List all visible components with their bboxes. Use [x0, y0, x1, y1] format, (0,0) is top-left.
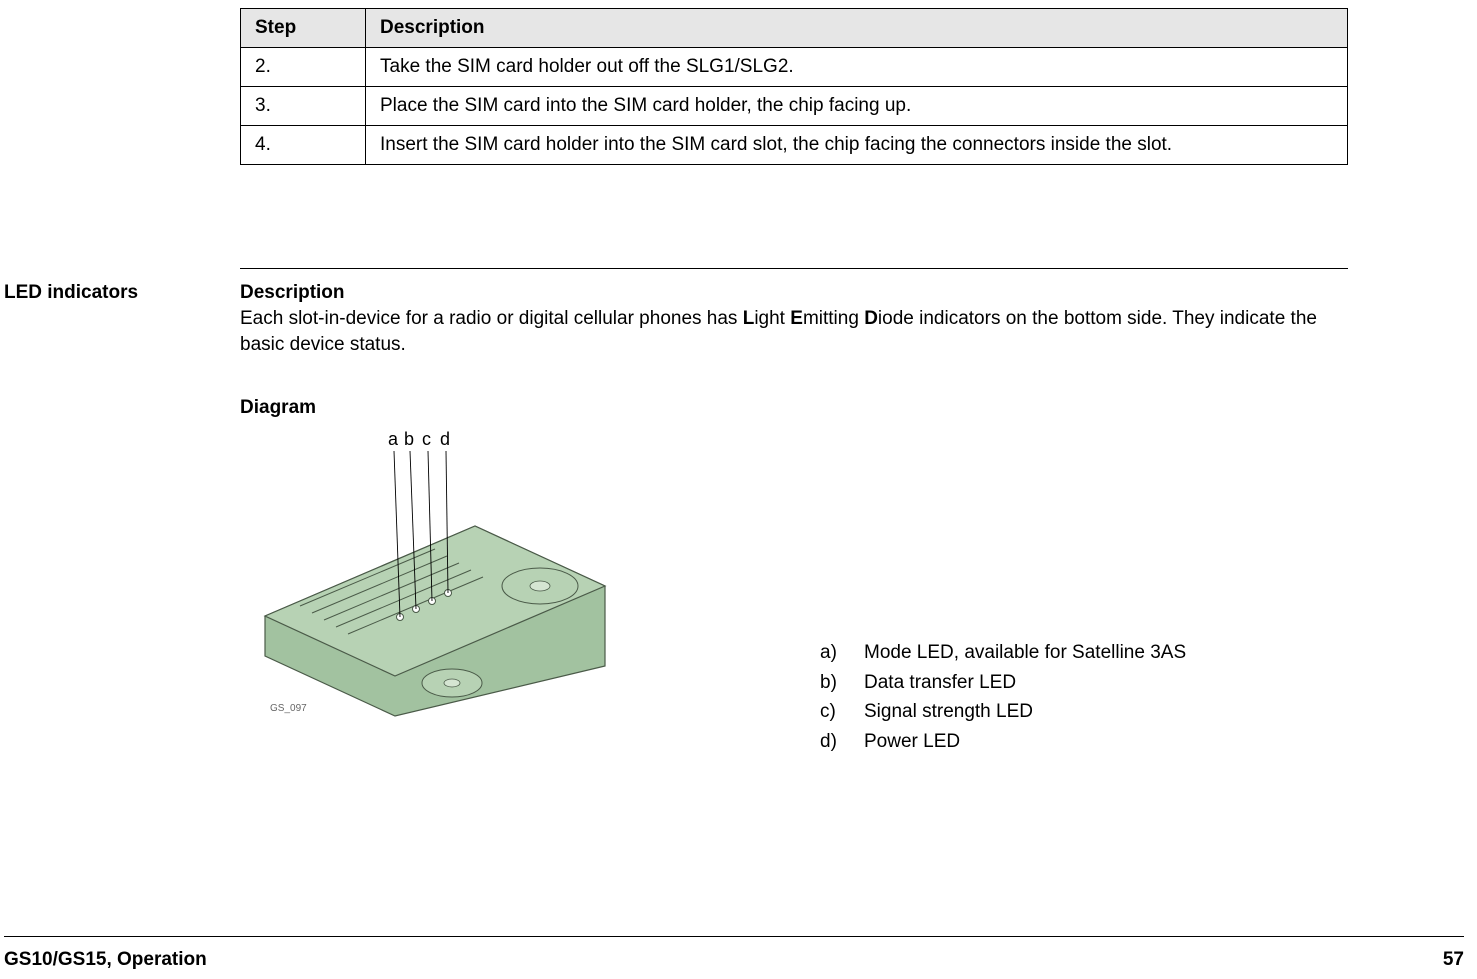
- table-header-description: Description: [366, 9, 1348, 48]
- subheading-description: Description: [240, 282, 1348, 304]
- legend-item-a: a) Mode LED, available for Satelline 3AS: [820, 640, 1250, 666]
- page-footer: GS10/GS15, Operation 57: [4, 949, 1464, 971]
- cell-desc: Take the SIM card holder out off the SLG…: [366, 48, 1348, 87]
- diagram-caption: GS_097: [270, 703, 307, 714]
- led-diagram: a b c d GS_097: [240, 421, 620, 721]
- table-header-step: Step: [241, 9, 366, 48]
- diagram-label-b: b: [404, 429, 414, 449]
- table-row: 3. Place the SIM card into the SIM card …: [241, 87, 1348, 126]
- cell-step: 4.: [241, 126, 366, 165]
- footer-rule: [4, 936, 1464, 937]
- cell-desc: Place the SIM card into the SIM card hol…: [366, 87, 1348, 126]
- page-number: 57: [1443, 949, 1464, 971]
- cell-step: 2.: [241, 48, 366, 87]
- section-heading-led-indicators: LED indicators: [4, 282, 240, 721]
- table-row: 2. Take the SIM card holder out off the …: [241, 48, 1348, 87]
- diagram-label-a: a: [388, 429, 399, 449]
- body-text: Each slot-in-device for a radio or digit…: [240, 306, 1348, 357]
- subheading-diagram: Diagram: [240, 397, 1348, 419]
- diagram-label-c: c: [422, 429, 431, 449]
- footer-title: GS10/GS15, Operation: [4, 949, 207, 971]
- legend-item-b: b) Data transfer LED: [820, 670, 1250, 696]
- diagram-legend: a) Mode LED, available for Satelline 3AS…: [820, 640, 1250, 759]
- legend-item-c: c) Signal strength LED: [820, 699, 1250, 725]
- cell-desc: Insert the SIM card holder into the SIM …: [366, 126, 1348, 165]
- cell-step: 3.: [241, 87, 366, 126]
- table-row: 4. Insert the SIM card holder into the S…: [241, 126, 1348, 165]
- legend-item-d: d) Power LED: [820, 729, 1250, 755]
- steps-table: Step Description 2. Take the SIM card ho…: [240, 8, 1348, 165]
- diagram-label-d: d: [440, 429, 450, 449]
- section-divider: [240, 268, 1348, 269]
